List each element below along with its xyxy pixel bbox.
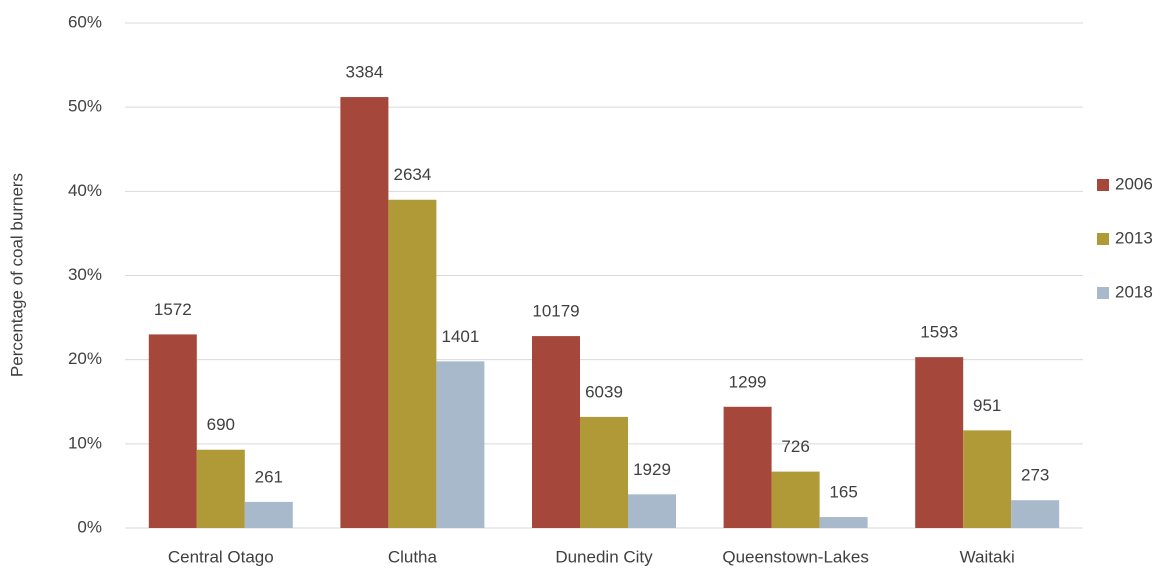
data-label: 261: [255, 467, 283, 486]
bar: [148, 334, 197, 528]
legend-swatch: [1097, 179, 1109, 191]
bar: [388, 199, 437, 528]
legend-swatch: [1097, 287, 1109, 299]
y-tick-label: 10%: [68, 433, 102, 452]
bar: [532, 336, 580, 528]
y-tick-label: 30%: [68, 265, 102, 284]
data-label: 1593: [920, 323, 958, 342]
data-label: 165: [829, 483, 857, 502]
y-tick-label: 20%: [68, 349, 102, 368]
data-label: 273: [1021, 466, 1049, 485]
bar: [628, 494, 676, 528]
data-label: 1572: [154, 300, 192, 319]
y-axis-label: Percentage of coal burners: [7, 173, 26, 377]
data-label: 1299: [729, 372, 767, 391]
bar: [244, 501, 293, 528]
data-label: 6039: [585, 382, 623, 401]
data-label: 726: [781, 437, 809, 456]
x-tick-label: Clutha: [388, 547, 438, 566]
x-tick-label: Waitaki: [960, 547, 1015, 566]
bar: [580, 416, 628, 528]
data-label: 2634: [393, 165, 431, 184]
y-tick-label: 60%: [68, 12, 102, 31]
bar: [436, 361, 485, 528]
legend-swatch: [1097, 233, 1109, 245]
y-tick-label: 0%: [77, 517, 102, 536]
bar: [819, 517, 868, 528]
data-label: 690: [207, 415, 235, 434]
x-tick-label: Dunedin City: [555, 547, 653, 566]
x-tick-label: Central Otago: [168, 547, 274, 566]
bar: [196, 449, 245, 528]
bar: [1011, 500, 1060, 528]
legend-label: 2006: [1115, 174, 1153, 193]
legend-label: 2013: [1115, 228, 1153, 247]
bar: [963, 430, 1012, 528]
data-label: 1929: [633, 460, 671, 479]
bar: [340, 97, 389, 529]
data-label: 3384: [345, 63, 383, 82]
bar: [723, 406, 772, 528]
data-label: 951: [973, 396, 1001, 415]
x-tick-label: Queenstown-Lakes: [722, 547, 868, 566]
y-tick-label: 50%: [68, 97, 102, 116]
data-label: 1401: [441, 327, 479, 346]
legend-label: 2018: [1115, 282, 1153, 301]
bar: [915, 357, 964, 528]
data-label: 10179: [532, 302, 579, 321]
bar: [771, 471, 820, 528]
y-tick-label: 40%: [68, 181, 102, 200]
